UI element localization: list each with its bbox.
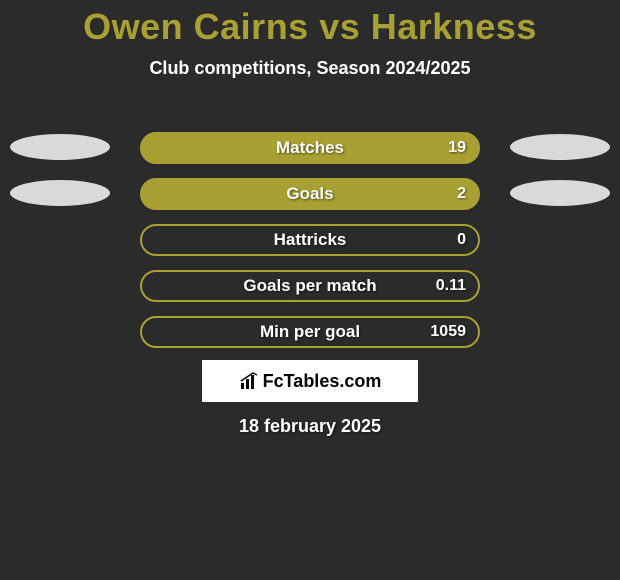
chart-container: Owen Cairns vs Harkness Club competition…: [0, 6, 620, 580]
ellipse-right: [510, 134, 610, 160]
stat-value: 2: [457, 185, 466, 203]
date-label: 18 february 2025: [0, 416, 620, 437]
page-subtitle: Club competitions, Season 2024/2025: [0, 58, 620, 79]
stat-label: Hattricks: [274, 230, 347, 250]
stat-bar: Hattricks 0: [140, 224, 480, 256]
stat-label: Matches: [276, 138, 344, 158]
ellipse-left: [10, 180, 110, 206]
stat-label: Min per goal: [260, 322, 360, 342]
stat-row: Min per goal 1059: [0, 308, 620, 354]
stat-bar: Matches 19: [140, 132, 480, 164]
logo-text: FcTables.com: [263, 371, 382, 392]
stat-bar: Goals per match 0.11: [140, 270, 480, 302]
stat-label: Goals: [286, 184, 333, 204]
stat-label: Goals per match: [243, 276, 376, 296]
stat-value: 0: [457, 231, 466, 249]
logo: FcTables.com: [239, 371, 382, 392]
stat-row: Goals 2: [0, 170, 620, 216]
page-title: Owen Cairns vs Harkness: [0, 6, 620, 48]
stat-value: 1059: [430, 323, 466, 341]
stat-row: Goals per match 0.11: [0, 262, 620, 308]
ellipse-right: [510, 180, 610, 206]
stat-value: 0.11: [436, 277, 466, 295]
stat-bar: Goals 2: [140, 178, 480, 210]
stat-row: Hattricks 0: [0, 216, 620, 262]
logo-box: FcTables.com: [202, 360, 418, 402]
stat-bar: Min per goal 1059: [140, 316, 480, 348]
stat-value: 19: [448, 139, 466, 157]
barchart-icon: [239, 371, 259, 391]
stat-rows: Matches 19 Goals 2 Hattricks 0 Goals per…: [0, 124, 620, 354]
stat-row: Matches 19: [0, 124, 620, 170]
ellipse-left: [10, 134, 110, 160]
